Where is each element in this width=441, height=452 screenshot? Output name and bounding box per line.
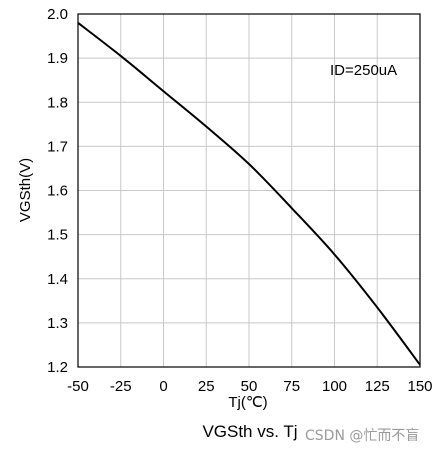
x-tick-label: -25 <box>110 378 132 395</box>
x-tick-label: 0 <box>159 378 167 395</box>
x-tick-label: 150 <box>407 378 432 395</box>
y-tick-label: 1.4 <box>47 271 68 288</box>
x-axis-label: Tj(℃) <box>228 394 267 411</box>
y-tick-label: 1.8 <box>47 94 68 111</box>
y-tick-label: 1.3 <box>47 315 68 332</box>
x-tick-label: 125 <box>365 378 390 395</box>
y-tick-label: 1.6 <box>47 183 68 200</box>
x-tick-labels: -50 -25 0 25 50 75 100 125 150 <box>67 378 432 395</box>
grid <box>78 14 420 367</box>
axes <box>77 13 421 368</box>
y-tick-labels: 1.2 1.3 1.4 1.5 1.6 1.7 1.8 1.9 2.0 <box>47 6 68 376</box>
y-tick-label: 1.2 <box>47 359 68 376</box>
x-tick-label: 75 <box>283 378 300 395</box>
x-tick-label: 100 <box>322 378 347 395</box>
condition-annotation: ID=250uA <box>330 62 397 79</box>
y-tick-label: 1.7 <box>47 138 68 155</box>
series-group <box>77 22 421 366</box>
plot-frame <box>77 13 421 368</box>
y-tick-label: 1.9 <box>47 50 68 67</box>
x-tick-label: -50 <box>67 378 89 395</box>
watermark-text: CSDN @忙而不盲 <box>305 427 419 444</box>
series-line <box>77 22 421 366</box>
y-tick-label: 2.0 <box>47 6 68 23</box>
x-tick-label: 50 <box>241 378 258 395</box>
y-tick-label: 1.5 <box>47 227 68 244</box>
x-tick-label: 25 <box>198 378 215 395</box>
chart-title: VGSth vs. Tj <box>202 422 297 441</box>
y-axis-label: VGSth(V) <box>17 158 34 222</box>
